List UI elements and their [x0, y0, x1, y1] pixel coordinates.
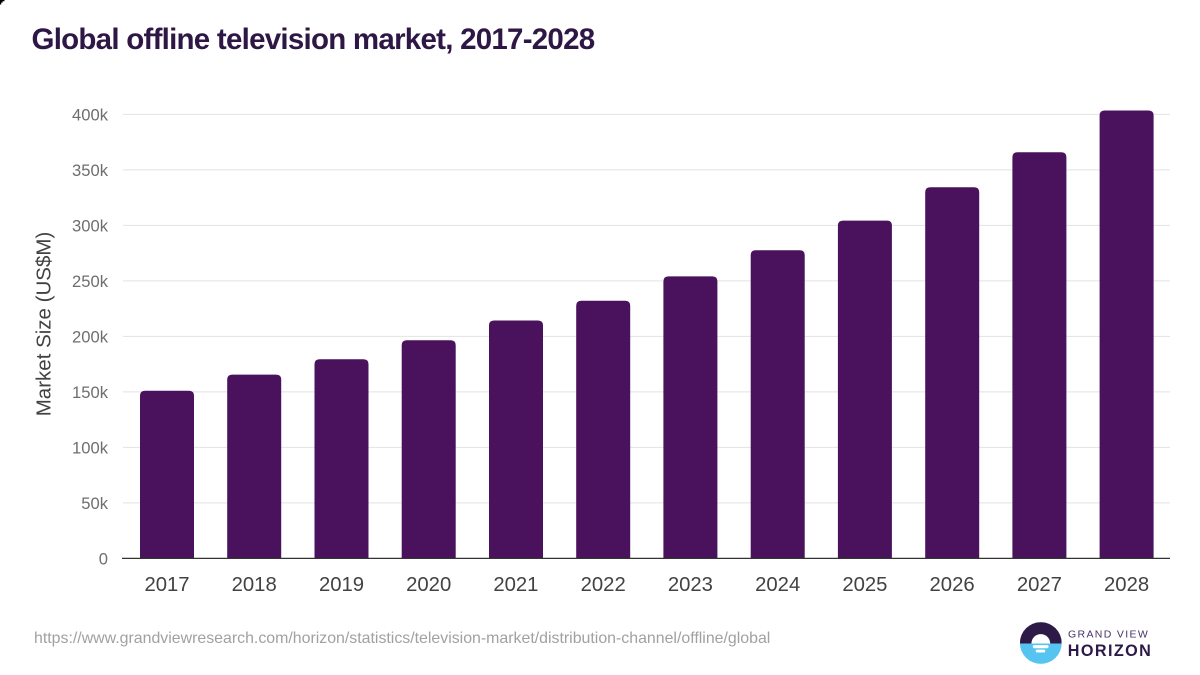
svg-text:2021: 2021	[493, 574, 538, 596]
svg-text:200k: 200k	[72, 328, 109, 347]
svg-text:2017: 2017	[144, 574, 189, 596]
svg-text:Global offline television mark: Global offline television market, 2017-2…	[32, 23, 595, 56]
svg-text:2022: 2022	[581, 574, 626, 596]
svg-text:50k: 50k	[81, 494, 108, 513]
svg-text:https://www.grandviewresearch.: https://www.grandviewresearch.com/horizo…	[34, 630, 770, 647]
svg-text:250k: 250k	[72, 272, 109, 291]
svg-text:Market Size (US$M): Market Size (US$M)	[32, 232, 55, 417]
svg-text:350k: 350k	[72, 161, 109, 180]
svg-text:2028: 2028	[1104, 574, 1149, 596]
svg-text:300k: 300k	[72, 217, 109, 236]
svg-text:GRAND VIEW: GRAND VIEW	[1068, 629, 1149, 641]
svg-text:2025: 2025	[842, 574, 887, 596]
svg-text:2020: 2020	[406, 574, 451, 596]
svg-text:2018: 2018	[232, 574, 277, 596]
svg-text:HORIZON: HORIZON	[1068, 642, 1152, 660]
svg-text:400k: 400k	[72, 106, 109, 125]
svg-text:150k: 150k	[72, 383, 109, 402]
svg-text:100k: 100k	[72, 439, 109, 458]
svg-text:0: 0	[99, 550, 108, 569]
svg-text:2019: 2019	[319, 574, 364, 596]
svg-text:2023: 2023	[668, 574, 713, 596]
svg-text:2024: 2024	[755, 574, 800, 596]
svg-text:2027: 2027	[1017, 574, 1062, 596]
svg-text:2026: 2026	[930, 574, 975, 596]
